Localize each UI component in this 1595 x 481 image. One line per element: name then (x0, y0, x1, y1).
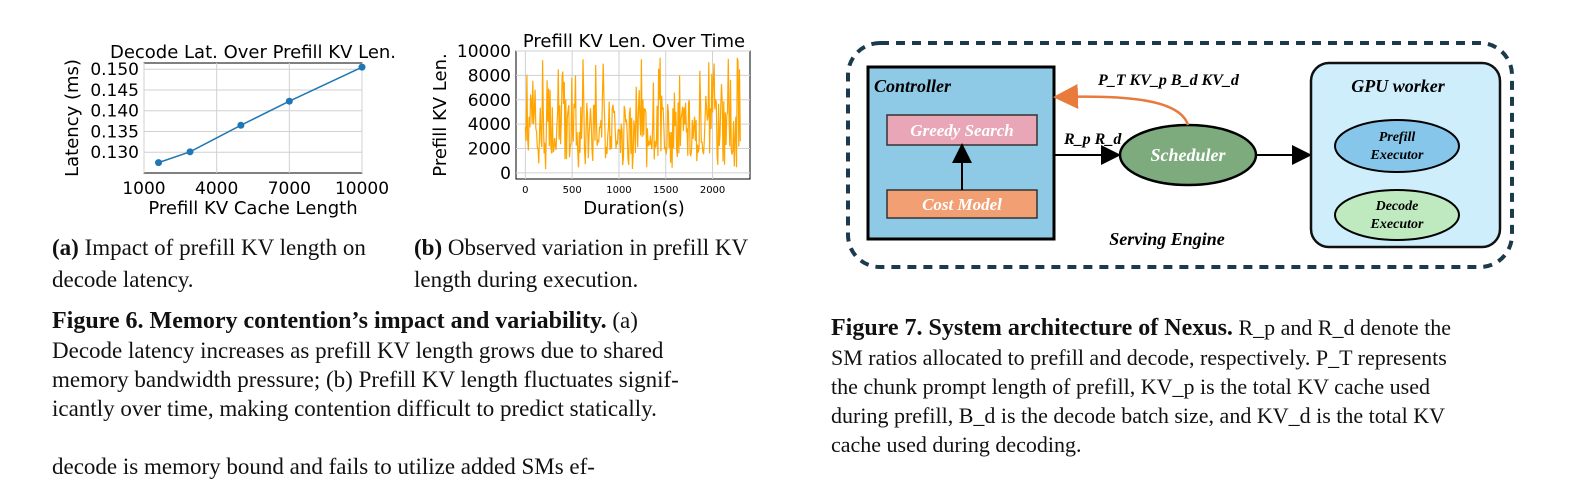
prefill-executor-label-1: Prefill (1379, 130, 1416, 145)
chart-a-ytick: 0.140 (90, 102, 139, 122)
figure-7-caption: Figure 7. System architecture of Nexus. … (831, 313, 1571, 459)
subcaption-b: (b) Observed variation in prefill KV len… (414, 232, 774, 296)
figure-6-line2: Decode latency increases as prefill KV l… (52, 338, 664, 363)
chart-a-series-line (158, 66, 363, 164)
subcaption-b-label: (b) (414, 235, 443, 260)
decode-executor-label-1: Decode (1375, 199, 1419, 214)
chart-b-xtick: 0 (522, 185, 528, 196)
body-text-line: decode is memory bound and fails to util… (52, 454, 595, 479)
scheduler-to-controller-arrow (1053, 83, 1190, 126)
chart-a-point (358, 63, 366, 71)
figure-7-line2: SM ratios allocated to prefill and decod… (831, 345, 1447, 370)
chart-a-xtick: 7000 (268, 179, 311, 199)
chart-prefill-kv-over-time: Prefill KV Len. Over Time 0 500 1000 1500 20… (430, 31, 751, 219)
chart-a-grid (143, 63, 363, 173)
chart-a-xtick: 4000 (195, 179, 238, 199)
chart-b-ytick: 10000 (457, 42, 511, 62)
chart-a-point (155, 159, 163, 167)
rp-rd-label: R_p R_d (1063, 131, 1122, 148)
figure-6-line1: (a) (606, 308, 638, 333)
architecture-diagram: Controller Greedy Search Cost Model Sche… (846, 41, 1514, 269)
chart-b-ytick: 6000 (468, 91, 511, 111)
chart-a-xtick: 1000 (122, 179, 165, 199)
chart-a-point (285, 97, 293, 105)
chart-b-ytick: 0 (500, 164, 511, 184)
figure-6-line4: icantly over time, making contention dif… (52, 396, 657, 421)
figure-6-caption: Figure 6. Memory contention’s impact and… (52, 306, 782, 423)
subcaption-a-text: Impact of prefill KV length on decode la… (52, 235, 366, 292)
chart-b-xlabel: Duration(s) (583, 198, 685, 219)
chart-a-ytick: 0.130 (90, 143, 139, 163)
chart-a-ylabel: Latency (ms) (62, 59, 83, 177)
chart-a-point (186, 148, 194, 156)
prefill-executor-node (1334, 119, 1460, 173)
chart-a-ytick: 0.145 (90, 81, 139, 101)
figure-7-lead: Figure 7. System architecture of Nexus. (831, 315, 1233, 341)
figure-6-line3: memory bandwidth pressure; (b) Prefill K… (52, 367, 679, 392)
chart-a-xlabel: Prefill KV Cache Length (148, 198, 357, 219)
figure-7-line5: cache used during decoding. (831, 432, 1082, 457)
chart-decode-latency: Decode Lat. Over Prefill KV Len. 1000 400… (62, 42, 396, 219)
chart-b-xtick: 1000 (606, 185, 631, 196)
gpu-worker-label: GPU worker (1351, 76, 1445, 96)
chart-b-ytick: 4000 (468, 115, 511, 135)
chart-a-xtick: 10000 (335, 179, 389, 199)
chart-b-title: Prefill KV Len. Over Time (523, 31, 745, 52)
chart-a-title: Decode Lat. Over Prefill KV Len. (110, 42, 396, 63)
feedback-label: P_T KV_p B_d KV_d (1097, 72, 1240, 89)
figure-6-lead: Figure 6. Memory contention’s impact and… (52, 308, 607, 334)
controller-label: Controller (874, 76, 952, 96)
figure-7-line3: the chunk prompt length of prefill, KV_p… (831, 374, 1430, 399)
chart-b-xtick: 2000 (700, 185, 725, 196)
chart-a-ytick: 0.150 (90, 60, 139, 80)
figure-7-line4: during prefill, B_d is the decode batch … (831, 403, 1446, 428)
decode-executor-label-2: Executor (1370, 217, 1424, 232)
chart-b-ylabel: Prefill KV Len. (430, 53, 451, 176)
chart-b-series-line (524, 57, 741, 170)
chart-b-xtick: 1500 (653, 185, 678, 196)
greedy-search-box (886, 114, 1038, 146)
chart-a-ytick: 0.135 (90, 122, 139, 142)
chart-b-ytick: 2000 (468, 140, 511, 160)
scheduler-label: Scheduler (1150, 145, 1226, 165)
subcaption-a: (a) Impact of prefill KV length on decod… (52, 232, 424, 296)
chart-b-xtick: 500 (563, 185, 582, 196)
chart-a-point (237, 121, 245, 129)
prefill-executor-label-2: Executor (1370, 148, 1424, 163)
cost-model-box (886, 189, 1038, 219)
subcaption-b-text: Observed variation in prefill KV length … (414, 235, 748, 292)
subcaption-a-label: (a) (52, 235, 79, 260)
serving-engine-border (846, 41, 1514, 269)
decode-executor-node (1334, 189, 1460, 241)
chart-b-ytick: 8000 (468, 66, 511, 86)
greedy-search-label: Greedy Search (910, 121, 1013, 140)
serving-engine-label: Serving Engine (1109, 229, 1225, 249)
figure-7-line1: R_p and R_d denote the (1232, 315, 1452, 340)
cost-model-label: Cost Model (922, 195, 1002, 214)
